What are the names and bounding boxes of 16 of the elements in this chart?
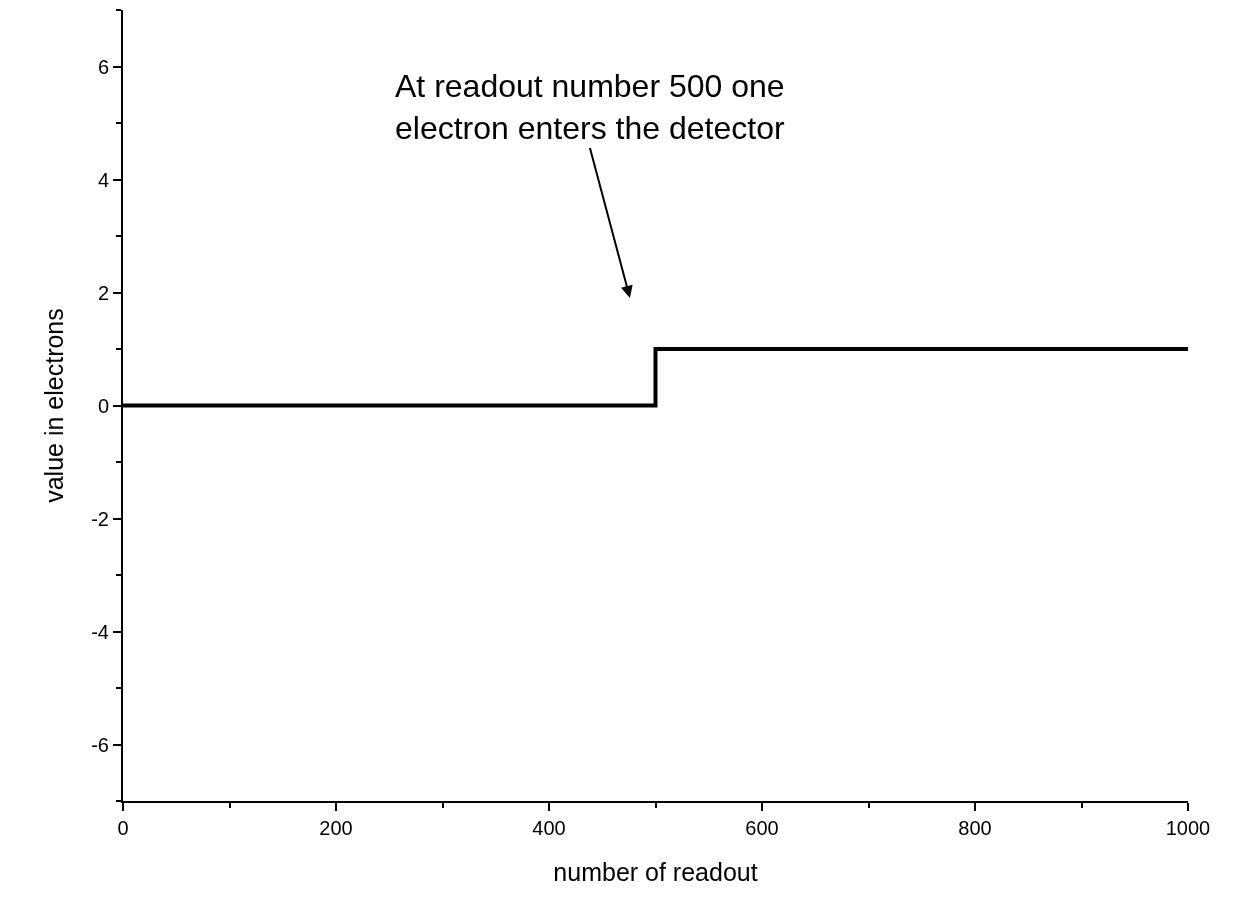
x-tick-label: 1000 — [1165, 817, 1211, 839]
y-tick-label: 4 — [97, 168, 109, 191]
x-tick-label: 800 — [958, 817, 992, 839]
y-tick-label: -4 — [91, 620, 109, 643]
x-tick-label: 600 — [745, 817, 779, 839]
x-tick-label: 0 — [117, 817, 129, 839]
y-tick-label: -6 — [91, 733, 109, 756]
x-tick-label: 400 — [532, 817, 566, 839]
y-tick-label: 0 — [97, 394, 109, 417]
y-axis-title: value in electrons — [40, 308, 69, 503]
y-tick-label: -2 — [91, 507, 109, 530]
annotation: At readout number 500 one electron enters the detector — [395, 68, 785, 146]
x-tick-label: 200 — [319, 817, 353, 839]
x-axis-title: number of readout — [553, 857, 758, 886]
y-tick-label: 6 — [97, 55, 109, 78]
y-tick-label: 2 — [97, 281, 109, 304]
